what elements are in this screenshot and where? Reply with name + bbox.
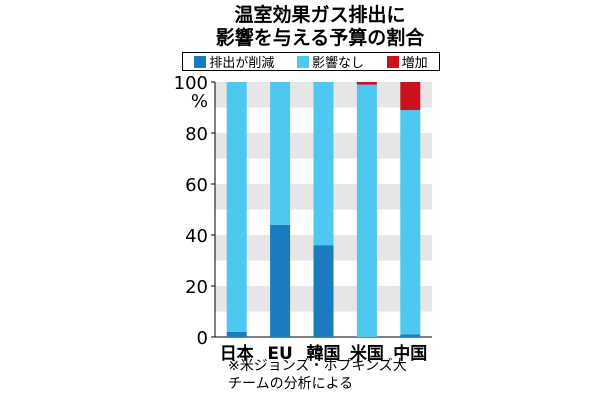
bar-segment-none xyxy=(313,82,334,246)
x-tick-label: 米国 xyxy=(350,343,384,364)
x-tick-label: 中国 xyxy=(393,343,427,364)
y-tick-label: 40 xyxy=(185,226,208,247)
x-tick-label: 韓国 xyxy=(307,343,341,364)
legend-item-reduce: 排出が削減 xyxy=(194,52,274,71)
y-tick-label: 0 xyxy=(197,328,208,349)
legend-label-reduce: 排出が削減 xyxy=(209,56,275,71)
legend-item-increase: 増加 xyxy=(386,52,428,71)
legend-swatch-increase xyxy=(386,55,399,68)
x-tick-label: EU xyxy=(267,344,292,364)
legend-swatch-reduce xyxy=(194,55,207,68)
note-line-2: チームの分析による xyxy=(228,376,354,392)
legend-label-none: 影響なし xyxy=(311,56,364,71)
bar-segment-reduce xyxy=(270,224,291,337)
bar-segment-reduce xyxy=(226,331,247,337)
source-note: ※米ジョンズ・ホプキンズ大 チームの分析による xyxy=(228,357,407,393)
x-tick-label: 日本 xyxy=(220,343,254,364)
title-line-2: 影響を与える予算の割合 xyxy=(215,27,425,49)
legend-item-none: 影響なし xyxy=(296,52,364,71)
y-tick-label: 60 xyxy=(185,175,208,196)
title-line-1: 温室効果ガス排出に xyxy=(234,4,406,26)
y-tick-label: 100 xyxy=(174,73,208,94)
bar-segment-none xyxy=(270,82,291,225)
legend-label-increase: 増加 xyxy=(401,56,428,71)
bar-segment-reduce xyxy=(400,334,421,337)
y-tick-label: 80 xyxy=(185,124,208,145)
chart-title: 温室効果ガス排出に 影響を与える予算の割合 xyxy=(180,4,460,50)
legend: 排出が削減 影響なし 増加 xyxy=(182,52,440,71)
bar-segment-none xyxy=(400,110,421,335)
bar-segment-none xyxy=(226,82,247,332)
note-line-1: ※米ジョンズ・ホプキンズ大 xyxy=(228,358,407,374)
y-tick-label: 20 xyxy=(185,277,208,298)
legend-swatch-none xyxy=(296,55,309,68)
bar-segment-increase xyxy=(356,82,377,85)
bar-segment-none xyxy=(356,84,377,337)
bar-segment-reduce xyxy=(313,245,334,337)
bar-segment-increase xyxy=(400,82,421,111)
y-unit-label: % xyxy=(191,91,208,112)
